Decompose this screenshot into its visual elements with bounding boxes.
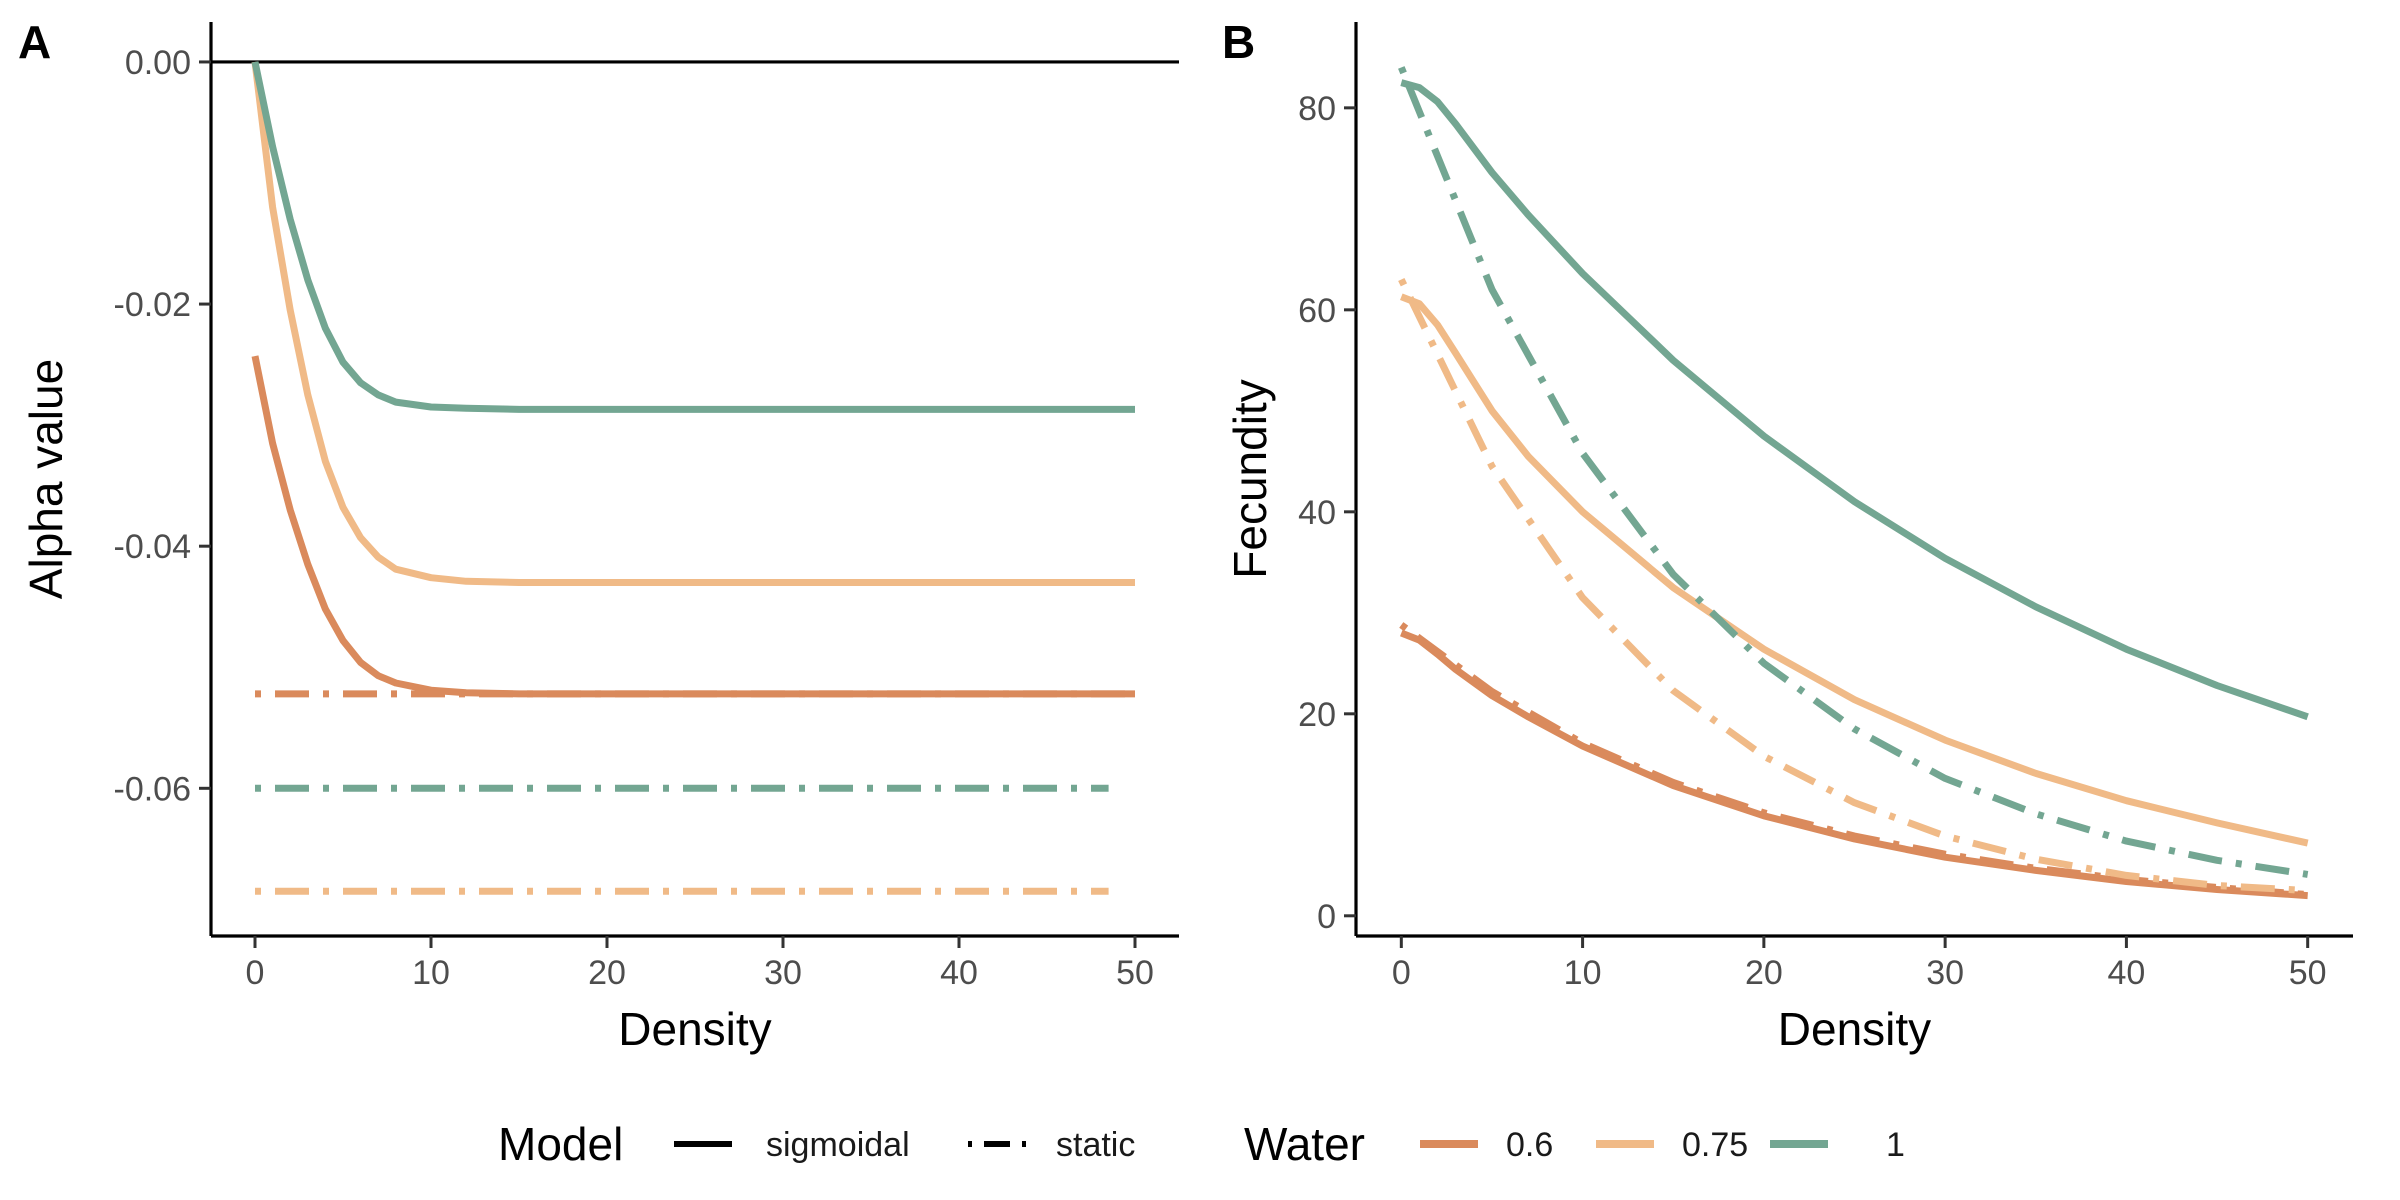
panel-b-y-tick-label: 20 xyxy=(1298,696,1336,734)
panel-a-x-axis-title: Density xyxy=(618,1003,771,1055)
legend-model: Model sigmoidal static xyxy=(498,1118,1135,1170)
panel-b-x-tick-label: 40 xyxy=(2107,954,2145,992)
panel-a-series-sigmoidal-water-0.75 xyxy=(251,61,1135,586)
panel-b-series-static-water-0.75 xyxy=(1398,277,2308,895)
panel-a-x-tick-label: 0 xyxy=(246,954,265,992)
legend-label-water-1: 1 xyxy=(1886,1126,1905,1164)
panel-a-y-tick-label: -0.04 xyxy=(114,528,192,566)
legend-label-water-0.6: 0.6 xyxy=(1506,1126,1553,1164)
panel-a-series-sigmoidal-water-1 xyxy=(251,61,1135,413)
legend-water: Water 0.6 0.75 1 xyxy=(1244,1118,1905,1170)
panel-b-x-tick-label: 20 xyxy=(1745,954,1783,992)
panel-a-x-tick-label: 20 xyxy=(588,954,626,992)
panel-b-y-tick-label: 80 xyxy=(1298,90,1336,128)
panel-b-y-tick-label: 0 xyxy=(1317,898,1336,936)
panel-b-series-sigmoidal-water-1 xyxy=(1400,79,2309,721)
legend-label-static: static xyxy=(1056,1126,1135,1164)
legend-model-title: Model xyxy=(498,1118,623,1170)
panel-a-x-tick-label: 50 xyxy=(1116,954,1154,992)
panel-b-x-tick-label: 50 xyxy=(2289,954,2327,992)
panel-a-x-tick-label: 40 xyxy=(940,954,978,992)
legend: Model sigmoidal static Water 0.6 0.75 1 xyxy=(498,1118,1905,1170)
panel-b-y-tick-label: 40 xyxy=(1298,494,1336,532)
panel-b-series-sigmoidal-water-0.6 xyxy=(1400,629,2308,900)
panel-b-x-axis-title: Density xyxy=(1778,1003,1931,1055)
panel-b-y-tick-label: 60 xyxy=(1298,292,1336,330)
legend-water-title: Water xyxy=(1244,1118,1365,1170)
panel-b-plot-area: 0 10 20 30 40 50 0 20 40 60 80 xyxy=(1298,22,2353,992)
legend-label-sigmoidal: sigmoidal xyxy=(766,1126,910,1164)
panel-a-plot-area: 0 10 20 30 40 50 0.00 -0.02 -0.04 -0.06 xyxy=(114,22,1179,992)
panel-a-y-tick-label: 0.00 xyxy=(125,44,191,82)
panel-a-x-tick-label: 30 xyxy=(764,954,802,992)
panel-b-tag: B xyxy=(1222,16,1255,68)
panel-b-x-tick-label: 0 xyxy=(1392,954,1411,992)
panel-b-series-static-water-1 xyxy=(1398,66,2309,878)
panel-b-x-tick-label: 30 xyxy=(1926,954,1964,992)
panel-b-series-sigmoidal-water-0.75 xyxy=(1400,293,2309,847)
panel-a: A 0 10 20 30 40 50 0.00 -0.02 -0.04 -0.06 Density… xyxy=(18,16,1179,1055)
panel-a-y-tick-label: -0.06 xyxy=(114,770,192,808)
legend-label-water-0.75: 0.75 xyxy=(1682,1126,1748,1164)
panel-a-y-axis-title: Alpha value xyxy=(20,359,72,599)
panel-b-y-axis-title: Fecundity xyxy=(1224,379,1276,578)
panel-a-y-tick-label: -0.02 xyxy=(114,286,192,324)
panel-b: B 0 10 20 30 40 50 0 20 40 60 80 Density Fecundity xyxy=(1222,16,2353,1055)
panel-a-tag: A xyxy=(18,16,51,68)
panel-b-series-static-water-0.6 xyxy=(1399,622,2308,899)
panel-b-x-tick-label: 10 xyxy=(1564,954,1602,992)
panel-a-x-tick-label: 10 xyxy=(412,954,450,992)
